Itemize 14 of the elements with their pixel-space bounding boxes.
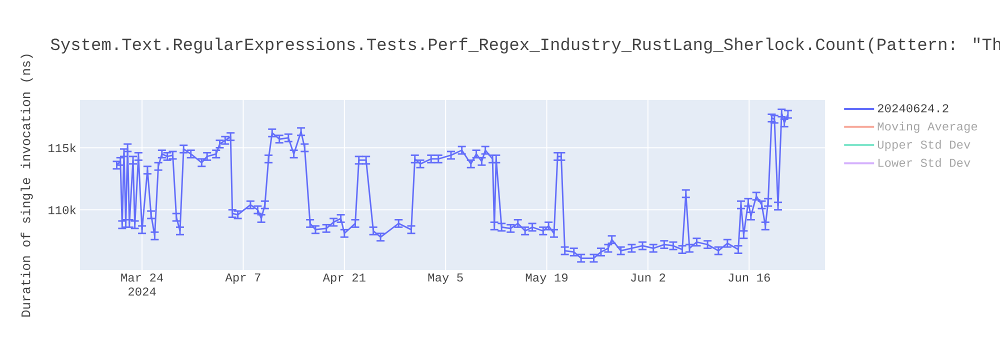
y-tick-label: 115k bbox=[48, 143, 76, 152]
legend-label: Upper Std Dev bbox=[878, 140, 970, 152]
x-tick-label: Apr 7 bbox=[225, 274, 260, 284]
y-axis-title: Duration of single invocation (ns) bbox=[20, 54, 33, 317]
legend-label: 20240624.2 bbox=[878, 104, 948, 112]
x-tick-label: Apr 21 bbox=[322, 274, 366, 284]
x-tick-label: May 19 bbox=[526, 274, 568, 284]
y-tick-label: 110k bbox=[48, 205, 76, 214]
legend-label: Moving Average bbox=[878, 122, 978, 133]
legend-label: Lower Std Dev bbox=[878, 158, 970, 167]
x-tick-label: May 5 bbox=[428, 274, 463, 284]
x-tick-label: Jun 2 bbox=[630, 274, 666, 282]
x-tick-label: Mar 24 2024 bbox=[121, 274, 164, 296]
x-tick-label: Jun 16 bbox=[728, 274, 770, 282]
